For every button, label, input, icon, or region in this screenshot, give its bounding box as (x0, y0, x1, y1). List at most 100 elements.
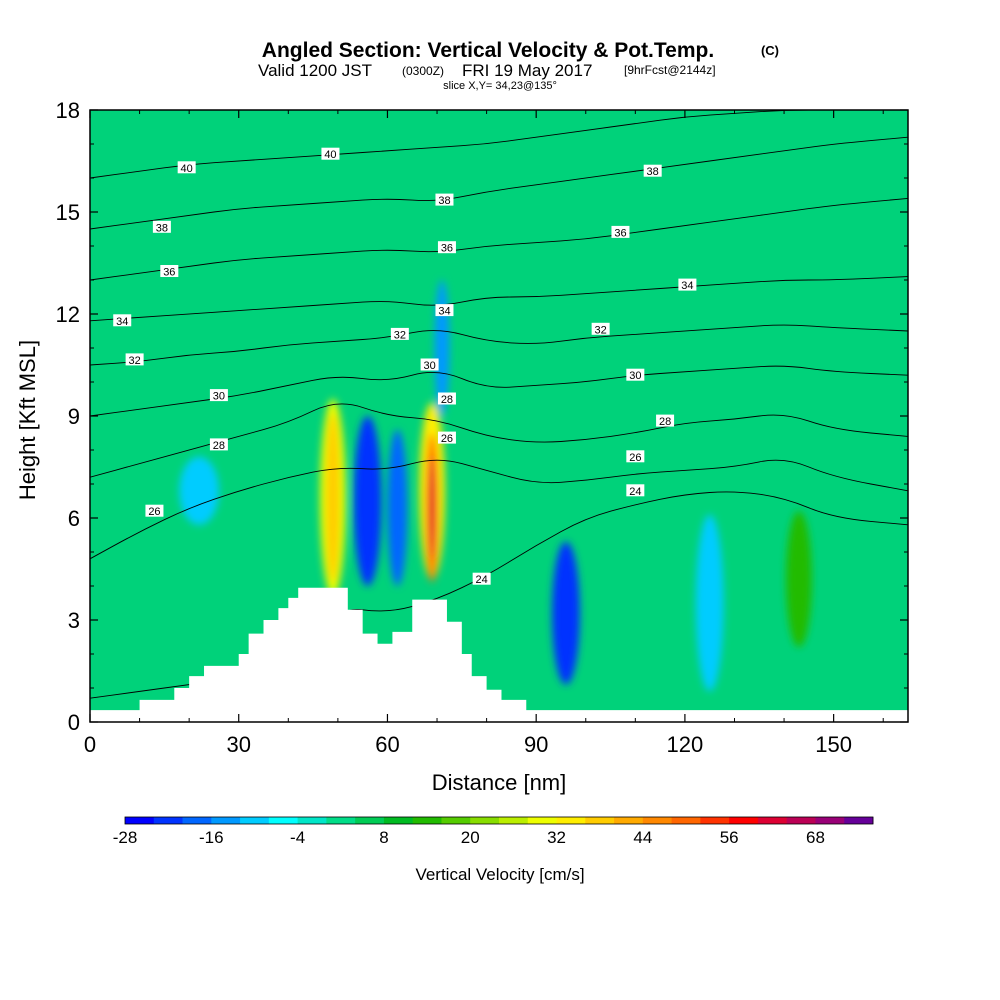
velocity-cell-5 (353, 416, 382, 586)
isentrope-40 (90, 110, 908, 179)
contour-label: 38 (435, 193, 454, 207)
contour-label: 34 (678, 278, 697, 292)
velocity-cell-6 (387, 429, 408, 586)
y-tick-label: 3 (68, 608, 80, 633)
velocity-cell-8 (695, 514, 724, 692)
isentrope-30 (90, 365, 908, 417)
contour-label-text: 34 (116, 316, 128, 328)
chart-title: Angled Section: Vertical Velocity & Pot.… (262, 39, 714, 62)
colorbar-swatch (844, 817, 874, 824)
forecast-info: [9hrFcst@2144z] (624, 63, 716, 77)
contour-label: 28 (209, 438, 228, 452)
colorbar-swatch (614, 817, 644, 824)
contour-label: 36 (437, 241, 456, 255)
velocity-cell-4 (429, 456, 436, 559)
valid-utc: (0300Z) (402, 64, 444, 78)
contour-label: 36 (611, 225, 630, 239)
isentrope-26 (90, 459, 908, 560)
contour-label-box (390, 327, 409, 340)
contour-label: 40 (321, 147, 340, 161)
colorbar-tick-label: -28 (113, 828, 138, 847)
contour-label-box (160, 265, 179, 277)
contour-label-text: 40 (324, 149, 336, 161)
contour-label-text: 36 (614, 227, 626, 239)
colorbar-swatch (585, 817, 615, 824)
contour-label-text: 34 (681, 280, 693, 292)
colorbar-tick-label: 68 (806, 828, 825, 847)
contour-label-text: 26 (148, 506, 160, 518)
velocity-cell-9 (786, 511, 812, 648)
contour-label-text: 28 (213, 440, 225, 452)
contour-label-box (643, 164, 662, 177)
contour-label-box (209, 438, 228, 451)
contour-label: 30 (626, 368, 645, 382)
contour-label: 32 (591, 322, 610, 336)
x-axis-ticks: 0 30 60 90 120 150 (84, 110, 884, 757)
colorbar-swatch (499, 817, 529, 824)
contour-label-text: 36 (441, 243, 453, 255)
colorbar-swatch (268, 817, 299, 824)
valid-time-line: Valid 1200 JST (0300Z) FRI 19 May 2017 [… (258, 61, 716, 80)
colorbar-swatch (412, 817, 442, 824)
contour-label-box (626, 450, 645, 463)
colorbar-swatch (729, 817, 759, 824)
contour-label-text: 38 (438, 195, 450, 207)
contour-label: 34 (435, 304, 454, 318)
contour-label-box (209, 389, 228, 402)
contour-label-box (435, 304, 454, 317)
contour-labels: 40 40 38 38 38 36 36 36 34 34 34 32 32 32 30 30 30 28 28 28… (113, 147, 697, 586)
colorbar-swatch (700, 817, 730, 824)
colorbar-tick-label: 56 (720, 828, 739, 847)
velocity-cell-7 (552, 541, 580, 685)
vertical-velocity-field (179, 280, 812, 692)
isentrope-36 (90, 197, 908, 281)
colorbar-swatch (153, 817, 183, 824)
colorbar-tick-label: 44 (633, 828, 652, 847)
contour-label: 26 (437, 431, 456, 445)
y-tick-label: 18 (56, 98, 80, 123)
contour-label-box (321, 147, 340, 160)
colorbar-swatch (326, 817, 356, 824)
background-field (90, 110, 908, 722)
colorbar-swatch (441, 817, 471, 824)
colorbar-tick-label: -4 (290, 828, 305, 847)
copyright-mark: (C) (761, 43, 779, 58)
x-tick-label: 30 (226, 732, 250, 757)
contour-label: 38 (152, 220, 171, 234)
contour-label-text: 32 (595, 324, 607, 336)
contour-label-text: 32 (128, 355, 140, 367)
contour-label-box (611, 225, 630, 238)
y-tick-label: 9 (68, 404, 80, 429)
x-tick-label: 150 (815, 732, 852, 757)
x-axis-label: Distance [nm] (432, 770, 567, 795)
contour-label: 40 (177, 161, 196, 175)
valid-date: FRI 19 May 2017 (462, 61, 592, 80)
contour-label-text: 24 (476, 574, 488, 586)
velocity-cell-10 (179, 456, 219, 525)
isentrope-32 (90, 324, 908, 366)
terrain-profile (90, 587, 908, 722)
contour-label: 36 (160, 265, 179, 279)
contour-label: 26 (626, 450, 645, 464)
colorbar-swatch (671, 817, 701, 824)
contour-label-text: 38 (156, 222, 168, 234)
contour-label-text: 32 (394, 329, 406, 341)
colorbar-tick-label: 8 (379, 828, 388, 847)
contour-label-box (437, 431, 456, 444)
contour-label-text: 24 (629, 486, 641, 498)
plot-area: 40 40 38 38 38 36 36 36 34 34 34 32 32 32 30 30 30 28 28 28… (90, 110, 908, 722)
colorbar-swatch (786, 817, 816, 824)
contour-label: 30 (420, 358, 439, 372)
contour-label-box (152, 220, 171, 233)
colorbar-label: Vertical Velocity [cm/s] (415, 865, 584, 884)
contour-label-box (626, 368, 645, 381)
y-tick-label: 0 (68, 710, 80, 735)
contour-label-text: 28 (659, 416, 671, 428)
colorbar-tick-label: 32 (547, 828, 566, 847)
x-tick-label: 120 (667, 732, 704, 757)
colorbar-swatch (125, 817, 155, 824)
y-tick-label: 15 (56, 200, 80, 225)
colorbar-swatch (297, 817, 327, 824)
contour-label-text: 30 (423, 360, 435, 372)
contour-label: 28 (656, 414, 675, 428)
